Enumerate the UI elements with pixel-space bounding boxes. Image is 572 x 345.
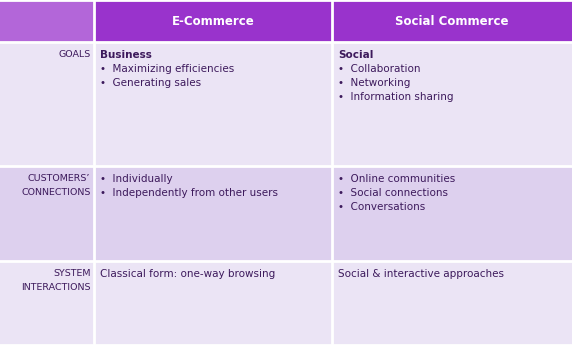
Text: Social & interactive approaches: Social & interactive approaches	[337, 269, 504, 279]
Text: Social: Social	[337, 50, 373, 60]
Bar	[94, 261, 332, 345]
Text: •  Collaboration: • Collaboration	[337, 64, 420, 74]
Bar	[0, 0, 94, 42]
Text: •  Generating sales: • Generating sales	[100, 78, 201, 88]
Text: •  Online communities: • Online communities	[337, 174, 455, 184]
Text: Classical form: one-way browsing: Classical form: one-way browsing	[100, 269, 276, 279]
Bar	[332, 261, 572, 345]
Text: CONNECTIONS: CONNECTIONS	[21, 188, 90, 197]
Text: Social Commerce: Social Commerce	[395, 14, 509, 28]
Bar	[332, 0, 572, 42]
Bar	[94, 0, 332, 42]
Text: •  Networking: • Networking	[337, 78, 410, 88]
Text: GOALS: GOALS	[58, 50, 90, 59]
Bar	[332, 42, 572, 166]
Text: INTERACTIONS: INTERACTIONS	[21, 283, 90, 292]
Text: CUSTOMERS’: CUSTOMERS’	[28, 174, 90, 183]
Text: SYSTEM: SYSTEM	[53, 269, 90, 278]
Bar	[0, 42, 94, 166]
Text: •  Maximizing efficiencies: • Maximizing efficiencies	[100, 64, 235, 74]
Text: •  Conversations: • Conversations	[337, 202, 425, 212]
Bar	[332, 166, 572, 261]
Text: •  Information sharing: • Information sharing	[337, 92, 453, 102]
Text: E-Commerce: E-Commerce	[172, 14, 255, 28]
Text: •  Independently from other users: • Independently from other users	[100, 188, 279, 198]
Text: Business: Business	[100, 50, 152, 60]
Text: •  Individually: • Individually	[100, 174, 173, 184]
Text: •  Social connections: • Social connections	[337, 188, 448, 198]
Bar	[94, 42, 332, 166]
Bar	[0, 166, 94, 261]
Bar	[94, 166, 332, 261]
Bar	[0, 261, 94, 345]
